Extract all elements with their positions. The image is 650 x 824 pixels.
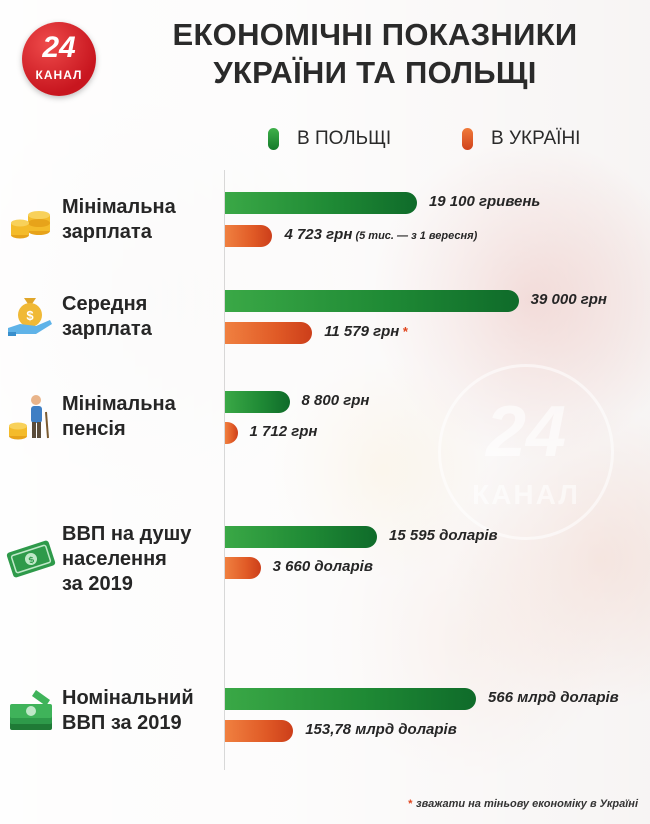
value-label-poland: 19 100 гривень	[429, 193, 540, 210]
category-label: Мінімальна пенсія	[62, 392, 176, 442]
value-note: (5 тис. — з 1 вересня)	[352, 230, 478, 242]
legend-label-poland: В ПОЛЬЩІ	[297, 128, 392, 149]
footnote-mark: *	[407, 798, 413, 810]
value-label-ukraine: 4 723 грн (5 тис. — з 1 вересня)	[284, 226, 477, 243]
value-text: 3 660 доларів	[272, 558, 373, 575]
category-label-line: зарплата	[62, 221, 152, 243]
legend-ukraine: В УКРАЇНІ	[462, 126, 580, 152]
footnote: * зважати на тіньову економіку в Україні	[408, 798, 638, 810]
category-label-line: Мінімальна	[62, 196, 176, 218]
category-label-line: зарплата	[62, 318, 152, 340]
footnote-text: зважати на тіньову економіку в Україні	[416, 798, 638, 810]
value-text: 4 723 грн	[284, 226, 353, 243]
category-label: Середня зарплата	[62, 292, 152, 342]
value-text: 8 800 грн	[301, 392, 370, 409]
banknotes-stack-icon	[6, 686, 56, 736]
bar-poland	[225, 526, 378, 548]
page-title: ЕКОНОМІЧНІ ПОКАЗНИКИ УКРАЇНИ ТА ПОЛЬЩІ	[100, 16, 650, 92]
svg-text:$: $	[26, 308, 34, 323]
category-label: ВВП на душу населення за 2019	[62, 522, 191, 597]
legend-poland: В ПОЛЬЩІ	[268, 126, 391, 152]
value-label-ukraine: 153,78 млрд доларів	[305, 721, 457, 738]
watermark-number: 24	[485, 392, 567, 472]
bar-poland	[225, 688, 477, 710]
coins-stack-icon	[6, 195, 56, 245]
bar-poland	[225, 391, 290, 413]
category-label-line: населення	[62, 548, 167, 570]
watermark-logo: 24 КАНАЛ	[438, 364, 614, 540]
elderly-coins-icon	[6, 392, 56, 442]
value-text: 15 595 доларів	[389, 527, 498, 544]
value-label-ukraine: 11 579 грн *	[324, 323, 407, 340]
value-label-ukraine: 3 660 доларів	[273, 558, 373, 575]
category-label-line: Мінімальна	[62, 393, 176, 415]
svg-text:$: $	[27, 554, 35, 565]
bar-poland	[225, 290, 519, 312]
chart-axis-line	[224, 170, 225, 770]
category-label: Мінімальна зарплата	[62, 195, 176, 245]
value-label-poland: 8 800 грн	[302, 392, 370, 409]
bar-poland	[225, 192, 417, 214]
logo-number: 24	[42, 31, 76, 64]
value-text: 1 712 грн	[249, 423, 318, 440]
bar-ukraine	[225, 557, 261, 579]
money-bag-hand-icon: $	[6, 288, 56, 338]
legend-label-ukraine: В УКРАЇНІ	[491, 128, 581, 149]
value-text: 11 579 грн	[324, 323, 400, 340]
category-label-line: ВВП за 2019	[62, 712, 182, 734]
value-label-poland: 566 млрд доларів	[488, 689, 619, 706]
value-label-poland: 39 000 грн	[531, 291, 607, 308]
value-text: 153,78 млрд доларів	[305, 721, 457, 738]
bar-ukraine	[225, 422, 238, 444]
legend-swatch-ukraine	[462, 128, 473, 150]
banknote-icon: $	[6, 534, 56, 584]
category-label: Номінальний ВВП за 2019	[62, 686, 194, 736]
channel-logo: 24 КАНАЛ	[22, 22, 96, 96]
value-text: 39 000 грн	[530, 291, 607, 308]
bar-ukraine	[225, 322, 313, 344]
title-line-1: ЕКОНОМІЧНІ ПОКАЗНИКИ	[172, 17, 578, 52]
category-label-line: за 2019	[62, 573, 133, 595]
bar-ukraine	[225, 720, 294, 742]
category-label-line: ВВП на душу	[62, 523, 192, 545]
title-line-2: УКРАЇНИ ТА ПОЛЬЩІ	[213, 55, 537, 90]
watermark-text: КАНАЛ	[472, 479, 580, 510]
footnote-mark-ref: *	[402, 324, 408, 339]
bar-ukraine	[225, 225, 273, 247]
category-label-line: пенсія	[62, 418, 126, 440]
category-label-line: Номінальний	[62, 687, 194, 709]
value-label-ukraine: 1 712 грн	[250, 423, 318, 440]
category-label-line: Середня	[62, 293, 148, 315]
legend-swatch-poland	[268, 128, 279, 150]
value-text: 19 100 гривень	[428, 193, 541, 210]
value-label-poland: 15 595 доларів	[389, 527, 498, 544]
value-text: 566 млрд доларів	[488, 689, 619, 706]
logo-text: КАНАЛ	[35, 68, 83, 82]
